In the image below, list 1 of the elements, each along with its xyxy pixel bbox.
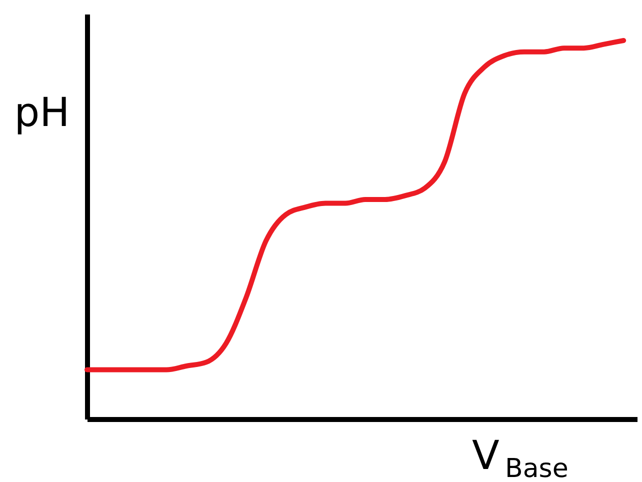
y-axis-title: pH [14,90,70,136]
